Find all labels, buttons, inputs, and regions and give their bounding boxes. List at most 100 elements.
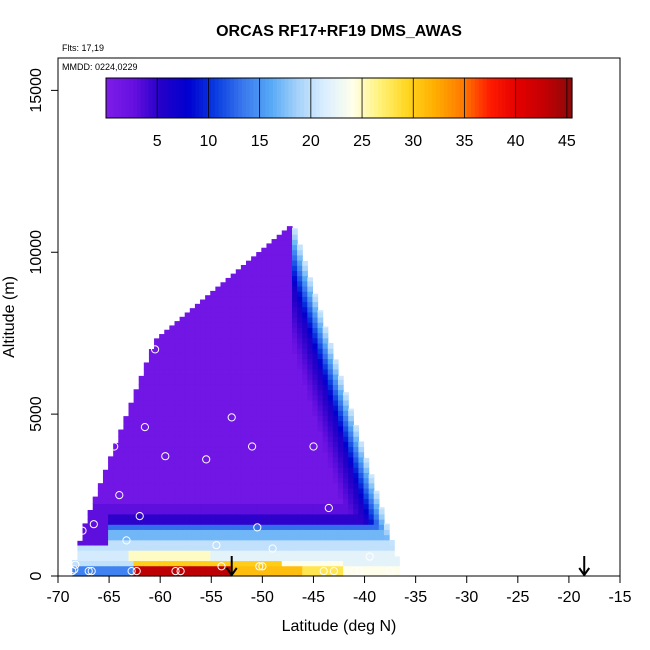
field-cell xyxy=(302,342,308,349)
field-cell xyxy=(77,565,84,572)
field-cell xyxy=(246,348,252,354)
field-cell xyxy=(205,498,211,505)
field-cell xyxy=(389,565,395,572)
field-cell xyxy=(256,342,262,349)
field-cell xyxy=(240,550,247,556)
field-cell xyxy=(337,399,344,406)
colorbar-segment xyxy=(125,78,130,118)
field-cell xyxy=(133,467,140,473)
field-cell xyxy=(261,503,268,510)
field-cell xyxy=(292,472,298,479)
field-cell xyxy=(312,451,319,458)
colorbar-segment xyxy=(106,78,111,118)
field-cell xyxy=(292,384,298,391)
field-cell xyxy=(281,296,288,303)
field-cell xyxy=(230,415,237,422)
field-cell xyxy=(256,327,262,334)
field-cell xyxy=(281,399,288,406)
field-cell xyxy=(317,560,324,567)
field-cell xyxy=(312,524,319,530)
field-cell xyxy=(138,384,145,391)
field-cell xyxy=(194,303,201,308)
field-cell xyxy=(343,519,349,525)
field-cell xyxy=(230,332,237,339)
field-cell xyxy=(118,519,124,525)
field-cell xyxy=(215,544,222,551)
field-cell xyxy=(286,436,293,442)
colorbar-segment xyxy=(226,78,231,118)
field-cell xyxy=(337,415,344,422)
field-cell xyxy=(286,275,293,282)
field-cell xyxy=(337,462,344,468)
field-cell xyxy=(194,477,201,484)
field-cell xyxy=(246,456,252,463)
field-cell xyxy=(184,373,191,380)
field-cell xyxy=(184,436,191,442)
x-tick-label: -55 xyxy=(200,589,223,606)
field-cell xyxy=(286,226,293,230)
field-cell xyxy=(148,570,155,577)
field-cell xyxy=(337,482,344,489)
field-cell xyxy=(251,560,257,567)
field-cell xyxy=(276,317,283,323)
colorbar-segment xyxy=(261,78,266,118)
field-cell xyxy=(179,379,186,385)
field-cell xyxy=(148,493,155,499)
field-cell xyxy=(317,570,324,577)
colorbar-segment xyxy=(327,78,332,118)
field-cell xyxy=(317,317,324,323)
field-cell xyxy=(312,379,319,385)
field-cell xyxy=(271,353,278,360)
field-cell xyxy=(210,379,216,385)
field-cell xyxy=(368,493,375,499)
field-cell xyxy=(358,498,365,505)
field-cell xyxy=(210,487,216,494)
field-cell xyxy=(215,394,222,401)
field-cell xyxy=(92,560,99,567)
field-cell xyxy=(194,405,201,411)
field-cell xyxy=(82,544,89,551)
field-cell xyxy=(343,456,349,463)
sample-point xyxy=(309,442,318,451)
field-cell xyxy=(143,534,150,541)
field-cell xyxy=(118,467,124,473)
field-cell xyxy=(92,570,99,577)
field-cell xyxy=(256,332,262,339)
field-cell xyxy=(200,508,206,515)
field-cell xyxy=(133,462,140,468)
field-cell xyxy=(235,467,242,473)
field-cell xyxy=(317,529,324,536)
field-cell xyxy=(276,260,283,266)
field-cell xyxy=(154,524,160,530)
field-cell xyxy=(230,384,237,391)
field-cell xyxy=(332,544,339,551)
field-cell xyxy=(220,389,227,396)
field-cell xyxy=(317,384,324,391)
field-cell xyxy=(128,493,135,499)
field-cell xyxy=(307,317,314,323)
colorbar-segment xyxy=(214,78,220,118)
field-cell xyxy=(169,513,176,520)
field-cell xyxy=(230,451,237,458)
field-cell xyxy=(174,358,181,365)
field-cell xyxy=(292,270,298,277)
field-cell xyxy=(271,565,278,572)
field-cell xyxy=(337,384,344,391)
field-cell xyxy=(220,462,227,468)
field-cell xyxy=(230,436,237,442)
field-cell xyxy=(256,503,262,510)
field-cell xyxy=(281,410,288,417)
field-cell xyxy=(322,441,329,448)
field-cell xyxy=(286,384,293,391)
field-cell xyxy=(194,337,201,344)
field-cell xyxy=(174,322,181,328)
field-cell xyxy=(200,322,206,328)
field-cell xyxy=(179,467,186,473)
field-cell xyxy=(363,560,370,567)
field-cell xyxy=(261,529,268,536)
field-cell xyxy=(102,469,109,473)
field-cell xyxy=(184,332,191,339)
field-cell xyxy=(286,555,293,562)
field-cell xyxy=(246,342,252,349)
field-cell xyxy=(292,498,298,505)
